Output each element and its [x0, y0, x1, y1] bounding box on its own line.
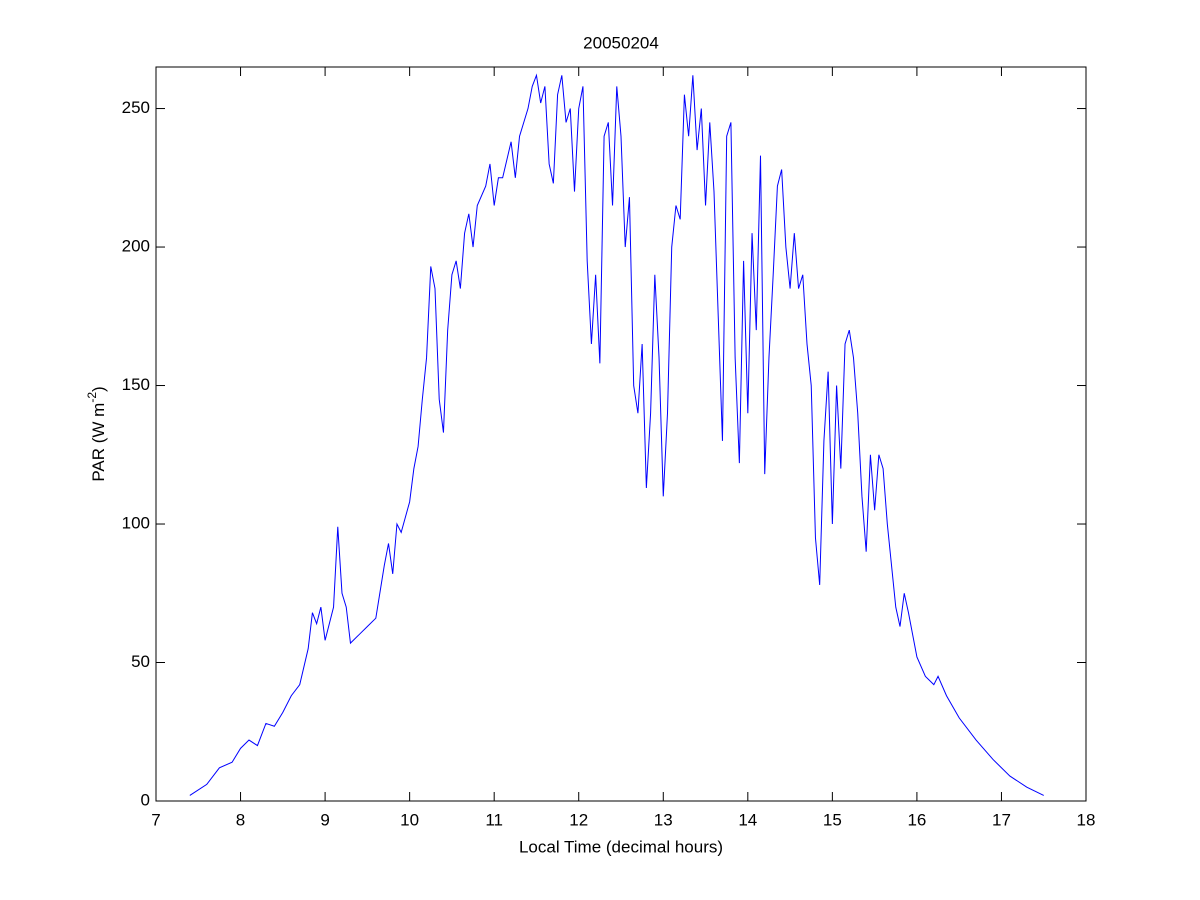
x-tick-label: 17: [992, 810, 1011, 829]
x-tick-label: 10: [400, 810, 419, 829]
y-tick-label: 100: [122, 514, 150, 533]
y-label-sup: -2: [85, 392, 99, 403]
plot-frame: [155, 66, 1087, 802]
x-tick-label: 11: [485, 810, 503, 829]
chart-title: 20050204: [583, 33, 659, 52]
x-axis-label: Local Time (decimal hours): [519, 837, 723, 856]
y-axis-label: PAR (W m-2): [85, 386, 108, 481]
x-tick-label: 12: [569, 810, 588, 829]
x-tick-label: 8: [236, 810, 245, 829]
y-label-main: PAR (W m: [89, 403, 108, 482]
y-tick-label: 0: [141, 790, 150, 809]
y-label-end: ): [89, 386, 108, 392]
x-tick-label: 9: [320, 810, 329, 829]
y-tick-label: 250: [122, 98, 150, 117]
y-tick-label: 200: [122, 237, 150, 256]
x-tick-label: 7: [151, 810, 160, 829]
y-tick-label: 50: [131, 652, 150, 671]
x-tick-label: 15: [823, 810, 842, 829]
x-tick-label: 13: [654, 810, 673, 829]
x-tick-label: 16: [907, 810, 926, 829]
y-tick-label: 150: [122, 375, 150, 394]
data-line: [189, 73, 1044, 796]
x-tick-label: 14: [738, 810, 757, 829]
x-tick-label: 18: [1077, 810, 1096, 829]
